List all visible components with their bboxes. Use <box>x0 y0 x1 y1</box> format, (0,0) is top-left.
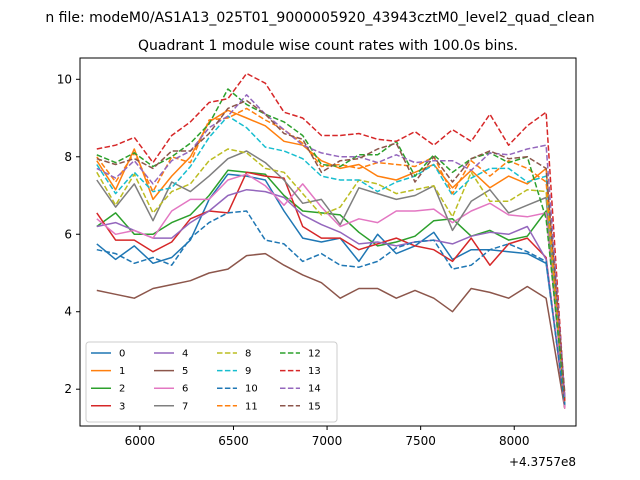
series-line-10 <box>96 210 566 405</box>
y-tick-label: 2 <box>64 382 72 396</box>
series-line-5 <box>96 252 566 409</box>
y-tick-label: 10 <box>57 72 72 86</box>
series-line-8 <box>96 148 566 401</box>
x-offset-label: +4.3757e8 <box>509 455 576 469</box>
legend-label-0: 0 <box>119 349 125 360</box>
legend-label-1: 1 <box>119 366 125 377</box>
legend-label-5: 5 <box>182 366 188 377</box>
x-axis: 6000 6500 7000 7500 8000 <box>125 426 530 448</box>
series-line-14 <box>96 94 566 397</box>
series-line-6 <box>96 173 566 409</box>
series-line-11 <box>96 107 566 397</box>
legend-label-11: 11 <box>245 401 258 412</box>
chart-title: Quadrant 1 module wise count rates with … <box>138 38 518 54</box>
x-tick-label: 7500 <box>405 434 436 448</box>
series-line-3 <box>96 171 566 409</box>
legend-label-8: 8 <box>245 349 251 360</box>
legend-label-2: 2 <box>119 384 125 395</box>
series-line-1 <box>96 109 566 401</box>
series-line-12 <box>96 88 566 399</box>
y-tick-label: 8 <box>64 150 72 164</box>
series-line-13 <box>96 72 566 401</box>
legend-label-13: 13 <box>308 366 321 377</box>
legend-label-6: 6 <box>182 384 188 395</box>
legend-label-12: 12 <box>308 349 321 360</box>
y-tick-label: 4 <box>64 305 72 319</box>
figure-suptitle: n file: modeM0/AS1A13_025T01_9000005920_… <box>45 10 594 26</box>
x-tick-label: 8000 <box>499 434 530 448</box>
y-tick-label: 6 <box>64 227 72 241</box>
series-line-15 <box>96 99 566 394</box>
legend-label-4: 4 <box>182 349 188 360</box>
legend-label-9: 9 <box>245 366 251 377</box>
legend-label-10: 10 <box>245 384 258 395</box>
series-line-2 <box>96 169 566 407</box>
series-layer <box>96 72 566 409</box>
legend-box <box>85 341 338 423</box>
x-tick-label: 7000 <box>312 434 343 448</box>
plot-frame <box>79 57 577 427</box>
legend-label-15: 15 <box>308 401 321 412</box>
legend-label-14: 14 <box>308 384 321 395</box>
legend-label-7: 7 <box>182 401 188 412</box>
y-axis: 2 4 6 8 10 <box>57 72 80 396</box>
series-line-4 <box>96 188 566 407</box>
series-line-0 <box>96 173 566 405</box>
x-tick-label: 6000 <box>125 434 156 448</box>
series-line-9 <box>96 115 566 397</box>
x-tick-label: 6500 <box>218 434 249 448</box>
legend-label-3: 3 <box>119 401 125 412</box>
